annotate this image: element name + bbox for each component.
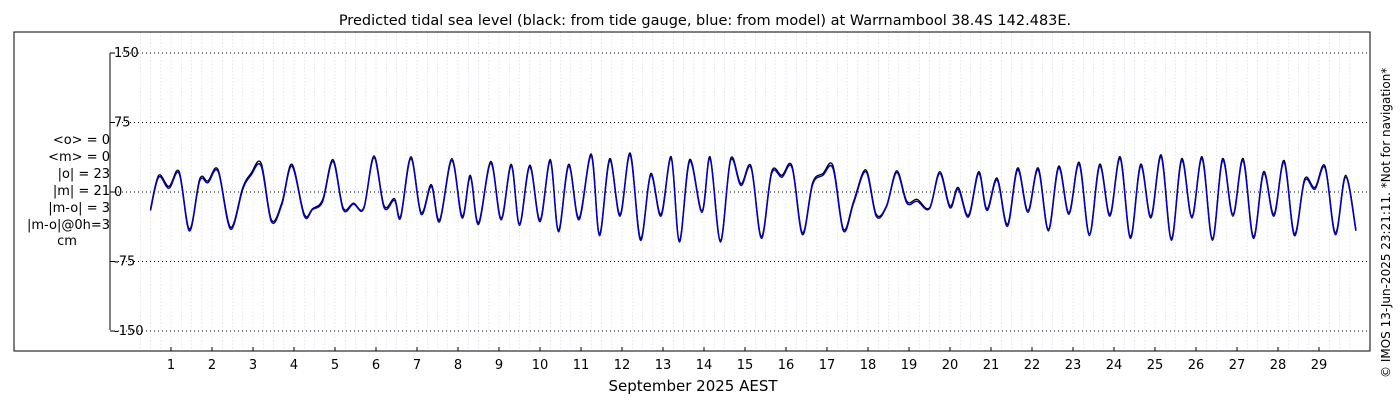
outer-frame	[13, 31, 1371, 352]
x-tick-label: 16	[778, 358, 795, 373]
series-line-tide-gauge	[149, 152, 1357, 241]
x-tick-label: 27	[1229, 358, 1246, 373]
x-tick-label: 2	[208, 358, 216, 373]
x-tick-label: 29	[1311, 358, 1328, 373]
x-tick-label: 25	[1147, 358, 1164, 373]
x-tick-label: 28	[1270, 358, 1287, 373]
y-tick-label: 75	[114, 116, 131, 131]
x-tick-label: 8	[454, 358, 462, 373]
y-tick-label: 0	[114, 185, 122, 200]
x-tick-label: 12	[614, 358, 631, 373]
x-tick-label: 22	[1024, 358, 1041, 373]
y-tick-label: 150	[114, 46, 139, 61]
stat-abs-difference: |m-o| = 3	[48, 200, 110, 216]
x-tick-label: 5	[331, 358, 339, 373]
stat-abs-difference-0h: |m-o|@0h=3	[27, 217, 110, 233]
y-tick-label: -75	[114, 255, 135, 270]
stat-unit: cm	[57, 234, 77, 250]
x-tick-label: 10	[532, 358, 549, 373]
statistics-panel: <o> = 0 <m> = 0 |o| = 23 |m| = 21 |m-o| …	[24, 133, 110, 251]
x-axis-label: September 2025 AEST	[608, 377, 778, 395]
x-tick-label: 15	[737, 358, 754, 373]
x-tick-label: 13	[655, 358, 672, 373]
x-tick-label: 7	[413, 358, 421, 373]
stat-abs-model: |m| = 21	[52, 183, 110, 199]
stat-mean-observed: <o> = 0	[52, 133, 110, 148]
x-tick-label: 19	[901, 358, 918, 373]
x-tick-label: 1	[167, 358, 175, 373]
copyright-notice: © IMOS 13-Jun-2025 23:21:11. *Not for na…	[1379, 67, 1393, 378]
stat-abs-observed: |o| = 23	[57, 166, 110, 182]
x-tick-label: 21	[983, 358, 1000, 373]
x-tick-label: 9	[495, 358, 503, 373]
x-axis-ticks: 1 2 3 4 5 6 7 8 9 10 11 12 13 14 15 16 17 18 19 20 21 22 23 24 2…	[167, 347, 1327, 373]
x-tick-label: 24	[1106, 358, 1123, 373]
x-tick-label: 17	[819, 358, 836, 373]
x-tick-label: 14	[696, 358, 713, 373]
x-tick-label: 23	[1065, 358, 1082, 373]
x-tick-label: 4	[290, 358, 298, 373]
x-tick-label: 6	[372, 358, 380, 373]
x-tick-label: 11	[573, 358, 590, 373]
stat-mean-model: <m> = 0	[48, 149, 110, 165]
series-line-model	[149, 154, 1357, 243]
x-tick-label: 3	[249, 358, 257, 373]
chart-title: Predicted tidal sea level (black: from t…	[339, 13, 1071, 29]
x-tick-label: 26	[1188, 358, 1205, 373]
y-axis-ticks: 150 75 0 -75 -150	[110, 46, 144, 339]
series-lines	[149, 152, 1357, 243]
y-tick-label: -150	[114, 324, 144, 339]
x-tick-label: 18	[860, 358, 877, 373]
vertical-gridlines	[140, 32, 1351, 351]
x-tick-label: 20	[942, 358, 959, 373]
